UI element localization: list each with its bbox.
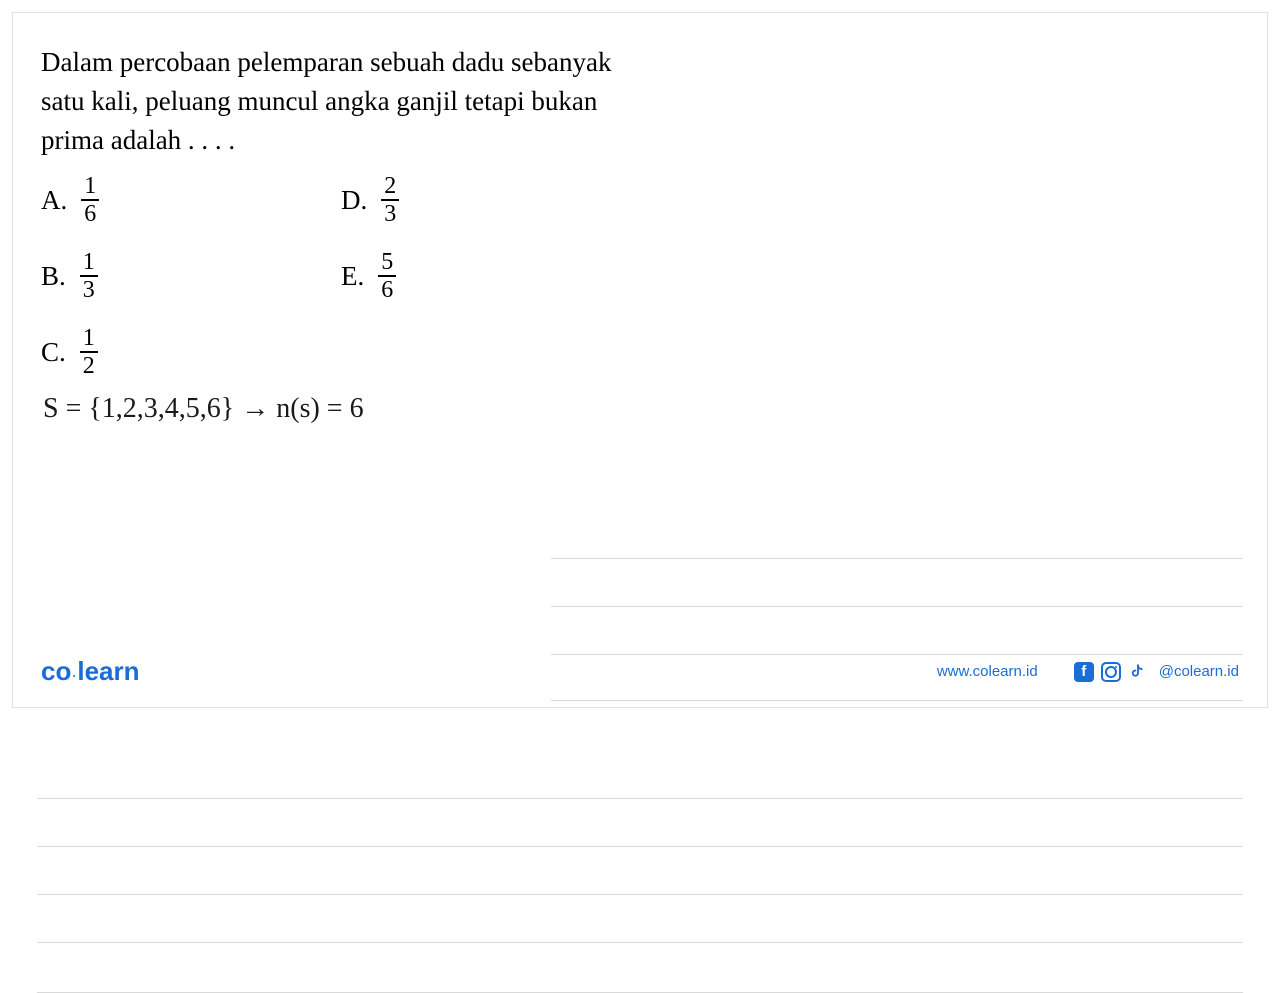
denominator-b: 3 <box>80 275 98 302</box>
fraction-e: 5 6 <box>378 250 396 302</box>
ruled-line <box>37 846 1243 847</box>
content-area: Dalam percobaan pelemparan sebuah dadu s… <box>13 13 1267 378</box>
ruled-line <box>551 558 1243 559</box>
brand-logo: co · learn <box>41 656 140 687</box>
option-e: E. 5 6 <box>341 250 641 302</box>
facebook-icon: f <box>1074 662 1094 682</box>
numerator-b: 1 <box>80 250 98 275</box>
denominator-a: 6 <box>81 199 99 226</box>
option-a: A. 1 6 <box>41 174 341 226</box>
page-container: Dalam percobaan pelemparan sebuah dadu s… <box>0 0 1280 720</box>
denominator-d: 3 <box>381 199 399 226</box>
ruled-line <box>37 894 1243 895</box>
social-group: f @colearn.id <box>1074 662 1239 682</box>
denominator-e: 6 <box>378 275 396 302</box>
ruled-line <box>551 700 1243 701</box>
footer-right: www.colearn.id f @colearn.id <box>937 662 1239 682</box>
inner-frame: Dalam percobaan pelemparan sebuah dadu s… <box>12 12 1268 708</box>
logo-learn: learn <box>77 656 139 687</box>
option-label-c: C. <box>41 337 66 368</box>
numerator-c: 1 <box>80 326 98 351</box>
footer: co · learn www.colearn.id f @colearn.id <box>41 656 1239 687</box>
ruled-line <box>37 798 1243 799</box>
denominator-c: 2 <box>80 351 98 378</box>
tiktok-icon <box>1128 662 1148 682</box>
fraction-b: 1 3 <box>80 250 98 302</box>
handwritten-work: S = {1,2,3,4,5,6} → n(s) = 6 <box>43 393 364 425</box>
option-label-a: A. <box>41 185 67 216</box>
option-c: C. 1 2 <box>41 326 341 378</box>
question-text: Dalam percobaan pelemparan sebuah dadu s… <box>41 43 656 160</box>
fraction-a: 1 6 <box>81 174 99 226</box>
website-url: www.colearn.id <box>937 663 1038 680</box>
numerator-e: 5 <box>378 250 396 275</box>
fraction-c: 1 2 <box>80 326 98 378</box>
ruled-line <box>551 606 1243 607</box>
fraction-d: 2 3 <box>381 174 399 226</box>
options-container: A. 1 6 D. 2 3 B. 1 <box>41 174 1239 378</box>
option-b: B. 1 3 <box>41 250 341 302</box>
numerator-a: 1 <box>81 174 99 199</box>
social-handle: @colearn.id <box>1159 663 1239 680</box>
option-d: D. 2 3 <box>341 174 641 226</box>
option-label-e: E. <box>341 261 364 292</box>
option-label-d: D. <box>341 185 367 216</box>
option-label-b: B. <box>41 261 66 292</box>
ruled-line <box>37 942 1243 943</box>
instagram-icon <box>1101 662 1121 682</box>
numerator-d: 2 <box>381 174 399 199</box>
logo-dot: · <box>72 669 76 683</box>
logo-co: co <box>41 656 71 687</box>
